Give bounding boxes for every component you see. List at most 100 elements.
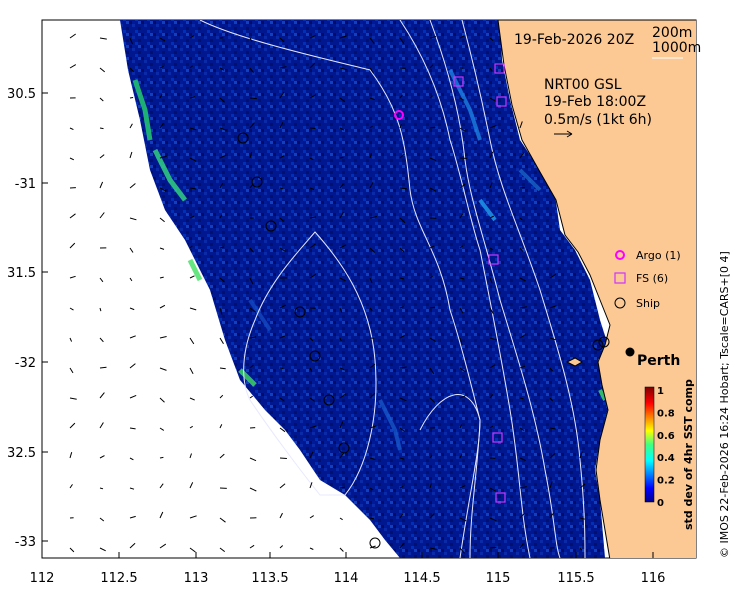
current-vector [129, 363, 136, 369]
current-vector [369, 457, 376, 460]
current-vector [69, 547, 75, 553]
current-vector [489, 67, 493, 72]
current-vector [489, 97, 496, 102]
current-vector [189, 425, 193, 429]
current-vector [309, 187, 315, 190]
current-vector [279, 217, 284, 222]
current-product-label: NRT00 GSL [544, 77, 622, 93]
colorbar-ticks: 1 0.8 0.6 0.4 0.2 0 [657, 386, 675, 509]
current-vector [219, 517, 226, 523]
colorbar-tick-label: 0.2 [657, 476, 675, 487]
current-vector [429, 157, 437, 162]
current-vector [459, 97, 465, 101]
current-vector [249, 122, 255, 129]
current-vector [519, 427, 525, 431]
current-vector [429, 64, 434, 69]
current-vector [189, 127, 197, 131]
current-vector [69, 127, 74, 131]
y-tick-label: 30.5 [7, 87, 36, 102]
current-vector [429, 95, 433, 99]
current-vector [69, 242, 76, 249]
current-vector [399, 153, 405, 159]
current-vector [219, 127, 227, 131]
current-vector [129, 97, 134, 99]
current-vector [159, 65, 164, 69]
current-vector [309, 451, 314, 459]
current-vector [219, 154, 227, 159]
current-vector [339, 67, 347, 71]
current-vector [309, 367, 313, 372]
current-vector [459, 454, 463, 459]
contour-legend-1000m: 1000m [652, 40, 701, 56]
colorbar-tick-label: 0 [657, 498, 664, 509]
perth-marker [625, 347, 635, 357]
current-vector [459, 35, 465, 39]
current-vector [519, 247, 524, 253]
current-vector [249, 457, 257, 462]
scale-arrow-icon [554, 130, 573, 138]
current-vector [249, 97, 257, 100]
current-vector [399, 123, 402, 129]
current-vector [489, 364, 496, 369]
current-vector [309, 337, 314, 342]
current-vector [279, 397, 285, 402]
current-vector [189, 157, 197, 162]
current-vector [519, 512, 525, 519]
current-vector [129, 515, 136, 519]
current-vector [549, 305, 557, 309]
ship-legend-icon [614, 297, 626, 309]
current-vector [219, 547, 226, 552]
current-vector [489, 247, 494, 251]
current-vector [159, 247, 165, 250]
y-axis: 30.5 -31 31.5 -32 32.5 -33 [7, 87, 48, 550]
current-vector [369, 97, 375, 101]
current-vector [369, 67, 375, 74]
current-vector [339, 393, 346, 399]
current-vector [189, 547, 196, 553]
current-vector [249, 37, 253, 42]
current-vector [189, 337, 195, 345]
current-vector [159, 427, 165, 431]
current-vector [309, 273, 317, 279]
current-vector [189, 515, 197, 519]
current-vector [369, 216, 377, 219]
current-scale-label: 0.5m/s (1kt 6h) [544, 112, 652, 128]
current-vector [279, 37, 285, 42]
current-vector [579, 483, 586, 489]
x-tick-label: 115.5 [557, 571, 594, 586]
current-vector [219, 67, 225, 71]
current-vector [489, 425, 494, 429]
x-axis: 112 112.5 113 113.5 114 114.5 115 115.5 116 [30, 552, 665, 586]
legend-argo-label: Argo (1) [636, 249, 681, 262]
current-vector [249, 395, 253, 399]
current-vector [489, 337, 497, 341]
current-vector [459, 277, 465, 280]
current-vector [219, 453, 225, 459]
current-vector [309, 62, 316, 69]
current-vector [399, 217, 406, 224]
city-label-perth: Perth [637, 353, 680, 369]
current-vector [459, 183, 466, 189]
current-vector [339, 337, 342, 342]
current-vector [309, 243, 316, 249]
current-vector [459, 395, 466, 399]
current-vector [399, 277, 405, 280]
current-vector [519, 486, 527, 489]
current-vector [249, 152, 253, 159]
current-time-label: 19-Feb 18:00Z [544, 94, 646, 110]
current-vector [429, 547, 437, 550]
current-vector [309, 425, 317, 429]
current-vector [69, 367, 74, 374]
current-vector [459, 547, 465, 554]
current-vector [399, 486, 404, 489]
current-vector [399, 306, 404, 309]
current-vector [399, 247, 405, 253]
current-vector [549, 397, 553, 402]
current-vector [99, 547, 106, 552]
current-vector [249, 277, 254, 285]
current-vector [159, 511, 164, 519]
current-vector [429, 337, 436, 342]
current-vector [459, 245, 464, 249]
current-vector [309, 397, 315, 402]
current-vector [189, 307, 197, 311]
